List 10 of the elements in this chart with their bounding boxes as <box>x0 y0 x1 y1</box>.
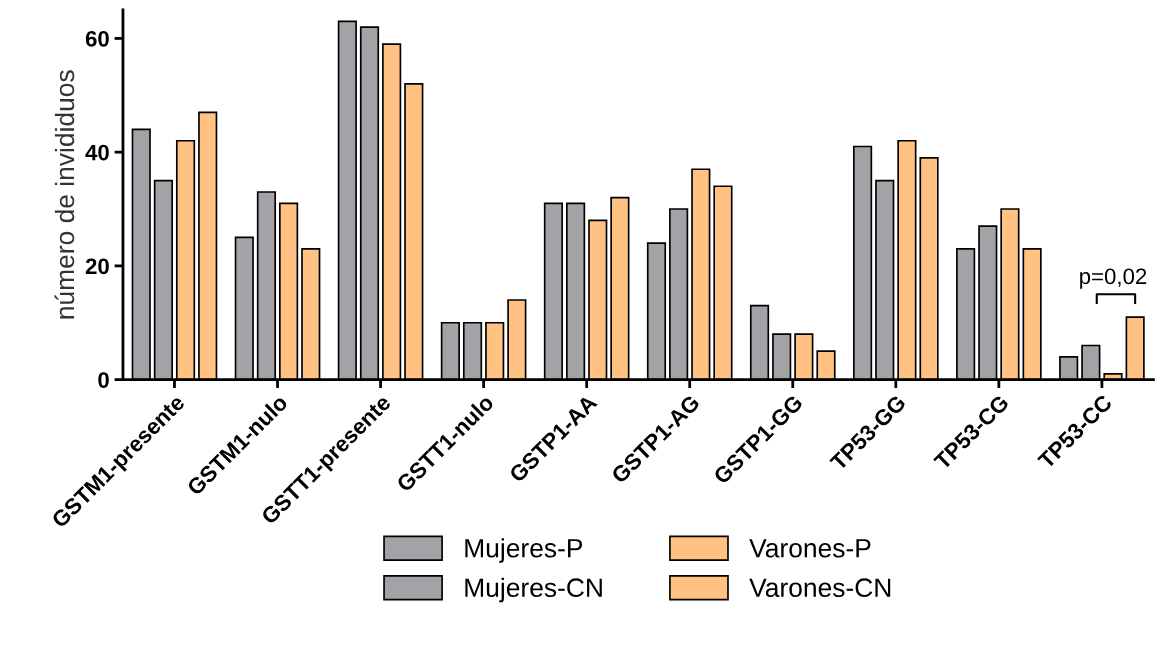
y-tick-label: 40 <box>85 144 109 161</box>
y-axis-title: número de invididuos <box>54 70 75 319</box>
annotation: p=0,02 <box>1080 268 1147 289</box>
y-tick-label: 60 <box>85 30 109 47</box>
legend-label: Varones-P <box>749 539 871 558</box>
legend-label: Mujeres-CN <box>465 577 602 603</box>
y-tick-label: 20 <box>85 258 109 275</box>
legend-label: Varones-CN <box>749 578 891 598</box>
y-tick-label: 0 <box>98 372 109 388</box>
legend-label: Mujeres-P <box>465 538 583 563</box>
